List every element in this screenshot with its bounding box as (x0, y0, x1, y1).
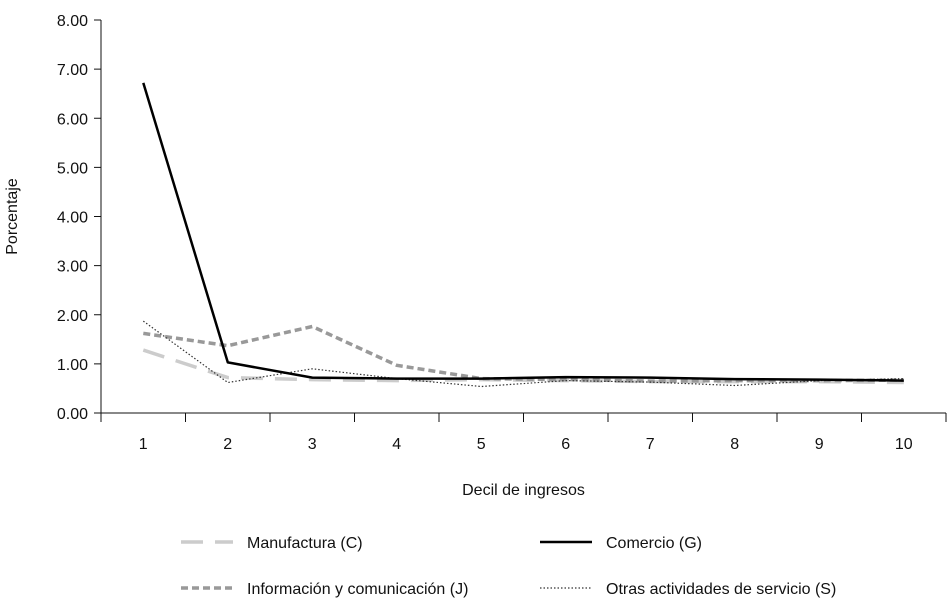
y-tick-label: 3.00 (57, 259, 88, 276)
x-tick-label: 1 (139, 436, 148, 453)
legend-label-2: Comercio (G) (606, 535, 702, 552)
x-axis: 1 2 3 4 5 6 7 8 9 10 (100, 412, 947, 453)
series-line-3 (143, 324, 904, 383)
y-tick-label: 2.00 (57, 308, 88, 325)
legend-label-1: Manufactura (C) (247, 535, 363, 552)
y-axis: 0.00 1.00 2.00 3.00 4.00 5.00 6.00 7.00 8.00 (57, 13, 102, 423)
x-tick-label: 4 (392, 436, 401, 453)
x-tick-label: 5 (477, 436, 486, 453)
y-axis-title: Porcentaje (4, 178, 21, 255)
series-line-4 (142, 320, 904, 388)
y-tick-label: 1.00 (57, 357, 88, 374)
y-tick-label: 5.00 (57, 160, 88, 177)
x-tick-label: 9 (815, 436, 824, 453)
legend-label-3: Información y comunicación (J) (247, 581, 468, 598)
legend: Manufactura (C) Comercio (G) Información y… (181, 535, 836, 598)
y-tick-label: 7.00 (57, 62, 88, 79)
y-tick-label: 0.00 (57, 406, 88, 423)
x-tick-label: 2 (223, 436, 232, 453)
x-tick-label: 10 (895, 436, 913, 453)
x-axis-title: Decil de ingresos (462, 482, 585, 499)
series-line-2 (142, 82, 904, 382)
y-tick-label: 8.00 (57, 13, 88, 30)
x-tick-label: 7 (646, 436, 655, 453)
y-tick-label: 6.00 (57, 111, 88, 128)
x-tick-label: 3 (308, 436, 317, 453)
x-tick-label: 6 (561, 436, 570, 453)
legend-label-4: Otras actividades de servicio (S) (606, 581, 836, 598)
x-tick-label: 8 (730, 436, 739, 453)
series-layer (142, 82, 904, 388)
series-line-1 (142, 348, 904, 385)
y-tick-label: 4.00 (57, 210, 88, 227)
